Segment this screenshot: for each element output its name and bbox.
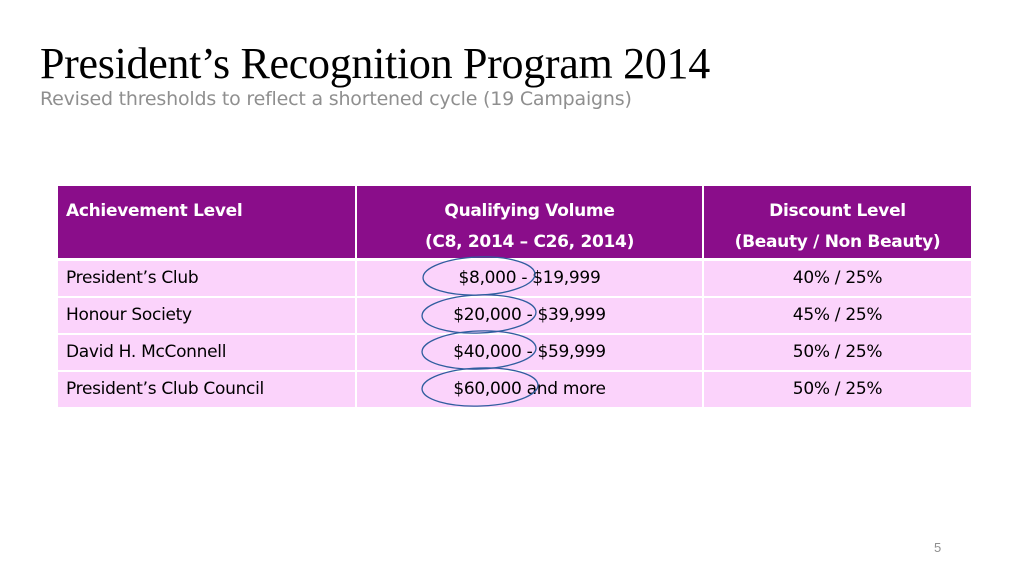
page-number: 5 [934, 540, 942, 555]
qualifying-volume-cell: $60,000 and more [356, 370, 704, 409]
qualifying-volume-cell: $20,000 - $39,999 [356, 296, 704, 335]
qualifying-volume-cell: $40,000 - $59,999 [356, 333, 704, 372]
header-qualifying-volume: Qualifying Volume (C8, 2014 – C26, 2014) [356, 186, 704, 261]
header-line: Qualifying Volume [444, 201, 615, 221]
discount-level-cell: 40% / 25% [703, 259, 971, 298]
achievement-level-cell: David H. McConnell [58, 333, 357, 372]
qualifying-volume-cell: $8,000 - $19,999 [356, 259, 704, 298]
table-row: President’s Club $8,000 - $19,999 40% / … [58, 259, 971, 298]
header-discount-level: Discount Level (Beauty / Non Beauty) [703, 186, 971, 261]
header-line: (Beauty / Non Beauty) [734, 232, 941, 252]
header-line: (C8, 2014 – C26, 2014) [424, 232, 635, 252]
achievement-level-cell: President’s Club Council [58, 370, 357, 409]
table-row: Honour Society $20,000 - $39,999 45% / 2… [58, 296, 971, 335]
achievement-level-cell: Honour Society [58, 296, 357, 335]
discount-level-cell: 50% / 25% [703, 370, 971, 409]
slide-title: President’s Recognition Program 2014 [40, 39, 710, 88]
table-header-row: Achievement Level Qualifying Volume (C8,… [58, 186, 971, 261]
slide-subtitle: Revised thresholds to reflect a shortene… [40, 88, 632, 110]
table-row: David H. McConnell $40,000 - $59,999 50%… [58, 333, 971, 372]
header-achievement-level: Achievement Level [58, 186, 357, 261]
table-row: President’s Club Council $60,000 and mor… [58, 370, 971, 409]
discount-level-cell: 45% / 25% [703, 296, 971, 335]
recognition-levels-table: Achievement Level Qualifying Volume (C8,… [58, 186, 971, 409]
header-line: Discount Level [769, 201, 906, 221]
discount-level-cell: 50% / 25% [703, 333, 971, 372]
achievement-level-cell: President’s Club [58, 259, 357, 298]
header-line: Achievement Level [66, 201, 243, 221]
